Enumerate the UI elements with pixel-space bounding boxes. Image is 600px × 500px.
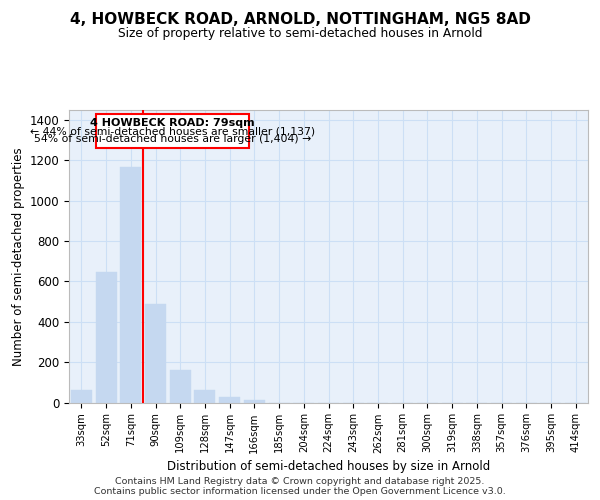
Bar — [194, 390, 215, 402]
Text: 4 HOWBECK ROAD: 79sqm: 4 HOWBECK ROAD: 79sqm — [91, 118, 255, 128]
Text: 54% of semi-detached houses are larger (1,404) →: 54% of semi-detached houses are larger (… — [34, 134, 311, 144]
Bar — [95, 272, 116, 402]
Bar — [145, 304, 166, 402]
Bar — [120, 168, 141, 402]
X-axis label: Distribution of semi-detached houses by size in Arnold: Distribution of semi-detached houses by … — [167, 460, 490, 472]
Y-axis label: Number of semi-detached properties: Number of semi-detached properties — [13, 147, 25, 366]
Bar — [219, 398, 240, 402]
Bar — [71, 390, 92, 402]
Text: Size of property relative to semi-detached houses in Arnold: Size of property relative to semi-detach… — [118, 28, 482, 40]
Text: Contains HM Land Registry data © Crown copyright and database right 2025.
Contai: Contains HM Land Registry data © Crown c… — [94, 476, 506, 496]
Bar — [170, 370, 191, 402]
FancyBboxPatch shape — [96, 114, 250, 148]
Text: ← 44% of semi-detached houses are smaller (1,137): ← 44% of semi-detached houses are smalle… — [30, 126, 316, 136]
Text: 4, HOWBECK ROAD, ARNOLD, NOTTINGHAM, NG5 8AD: 4, HOWBECK ROAD, ARNOLD, NOTTINGHAM, NG5… — [70, 12, 530, 28]
Bar — [244, 400, 265, 402]
